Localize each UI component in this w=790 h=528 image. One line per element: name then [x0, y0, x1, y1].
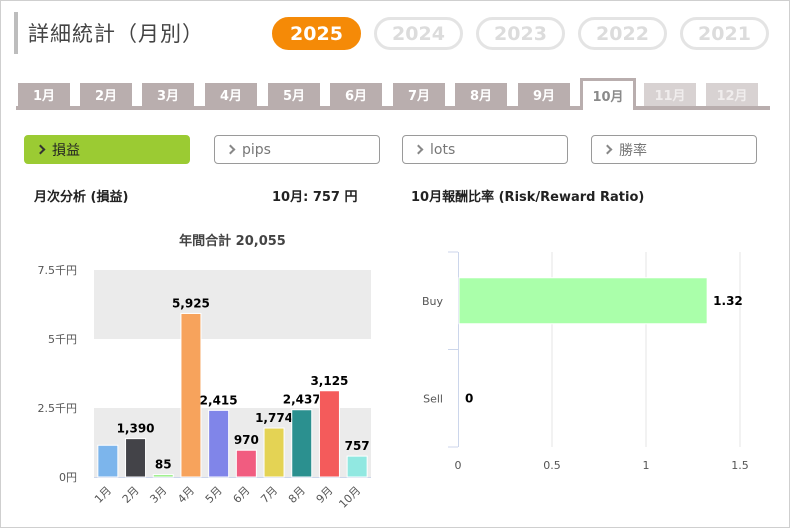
month-tabs-baseline — [16, 106, 770, 110]
data-label: 5,925 — [172, 296, 210, 310]
filter-profit-button[interactable]: 損益 — [24, 135, 190, 164]
x-tick-label: 0.5 — [543, 459, 561, 472]
data-label: 1,390 — [117, 422, 155, 436]
tab-month-7[interactable]: 7月 — [391, 81, 447, 106]
bar — [152, 474, 174, 478]
filter-lots-button[interactable]: lots — [402, 135, 568, 164]
x-tick-label: 1月 — [92, 484, 114, 506]
x-tick-label: 7月 — [258, 484, 280, 506]
data-label: 0 — [465, 391, 473, 405]
y-tick-label: Sell — [423, 392, 443, 405]
y-tick-label: Buy — [422, 295, 444, 308]
x-tick-label: 10月 — [336, 484, 363, 511]
month-summary: 10月: 757 円 — [272, 190, 358, 205]
x-tick-label: 6月 — [231, 484, 253, 506]
x-tick-label: 0 — [455, 459, 462, 472]
data-label: 3,125 — [310, 374, 348, 388]
data-label: 85 — [155, 458, 172, 472]
bar — [263, 427, 285, 478]
tab-month-4[interactable]: 4月 — [203, 81, 259, 106]
year-button-2024[interactable]: 2024 — [374, 17, 463, 50]
tab-month-12[interactable]: 12月 — [704, 81, 760, 106]
chart-title: 年間合計 20,055 — [179, 233, 286, 249]
y-tick-label: 5千円 — [48, 333, 77, 346]
tab-month-10[interactable]: 10月 — [580, 78, 636, 110]
y-tick-label: 2.5千円 — [38, 402, 78, 415]
risk-reward-heading: 10月報酬比率 (Risk/Reward Ratio) — [411, 190, 645, 205]
monthly-profit-chart: 年間合計 20,055 0円 2.5千円 5千円 7.5千円 1月 1,390 2月 85 3月 5… — [38, 233, 371, 511]
year-selector: 2025 2024 2023 2022 2021 — [272, 17, 769, 50]
data-label: 757 — [345, 439, 370, 453]
tab-month-11[interactable]: 11月 — [642, 81, 698, 106]
x-tick-label: 4月 — [175, 484, 197, 506]
bar — [125, 438, 147, 478]
data-label: 1.32 — [713, 294, 743, 308]
data-label: 970 — [234, 433, 259, 447]
chevron-right-icon — [225, 144, 236, 155]
year-button-2023[interactable]: 2023 — [476, 17, 565, 50]
bar — [291, 409, 313, 478]
data-label: 1,774 — [255, 411, 293, 425]
year-button-2025[interactable]: 2025 — [272, 17, 361, 50]
bar — [208, 409, 230, 478]
filter-winrate-button[interactable]: 勝率 — [591, 135, 757, 164]
plot-band — [94, 270, 371, 339]
bar — [458, 277, 708, 325]
page-title-text: 詳細統計（月別） — [28, 22, 204, 46]
year-button-2022[interactable]: 2022 — [578, 17, 667, 50]
y-tick-label: 0円 — [59, 471, 77, 484]
page-title: 詳細統計（月別） — [14, 12, 204, 54]
chevron-right-icon — [602, 144, 613, 155]
x-tick-label: 1.5 — [731, 459, 749, 472]
chevron-right-icon — [413, 144, 424, 155]
tab-month-1[interactable]: 1月 — [16, 81, 72, 106]
data-label: 2,437 — [283, 393, 321, 407]
tab-month-2[interactable]: 2月 — [78, 81, 134, 106]
bar — [180, 312, 202, 478]
x-tick-label: 3月 — [147, 484, 169, 506]
bar — [97, 444, 119, 478]
bar — [318, 390, 340, 478]
monthly-analysis-heading: 月次分析 (損益) — [34, 190, 129, 205]
risk-reward-chart: 0 0.5 1 1.5 Buy 1.32 Sell 0 — [422, 251, 749, 472]
tab-month-8[interactable]: 8月 — [453, 81, 509, 106]
month-tabs: 1月 2月 3月 4月 5月 6月 7月 8月 9月 10月 11月 12月 — [16, 78, 770, 110]
year-button-2021[interactable]: 2021 — [680, 17, 769, 50]
tab-month-9[interactable]: 9月 — [516, 81, 572, 106]
x-tick-label: 1 — [643, 459, 650, 472]
y-tick-label: 7.5千円 — [38, 264, 78, 277]
bar — [235, 449, 257, 478]
x-tick-label: 9月 — [314, 484, 336, 506]
filter-pips-button[interactable]: pips — [214, 135, 380, 164]
data-label: 2,415 — [200, 393, 238, 407]
tab-month-6[interactable]: 6月 — [328, 81, 384, 106]
x-tick-label: 2月 — [120, 484, 142, 506]
x-tick-label: 5月 — [203, 484, 225, 506]
x-tick-label: 8月 — [286, 484, 308, 506]
tab-month-5[interactable]: 5月 — [266, 81, 322, 106]
chevron-right-icon — [35, 144, 46, 155]
bar — [346, 455, 368, 478]
tab-month-3[interactable]: 3月 — [140, 81, 196, 106]
